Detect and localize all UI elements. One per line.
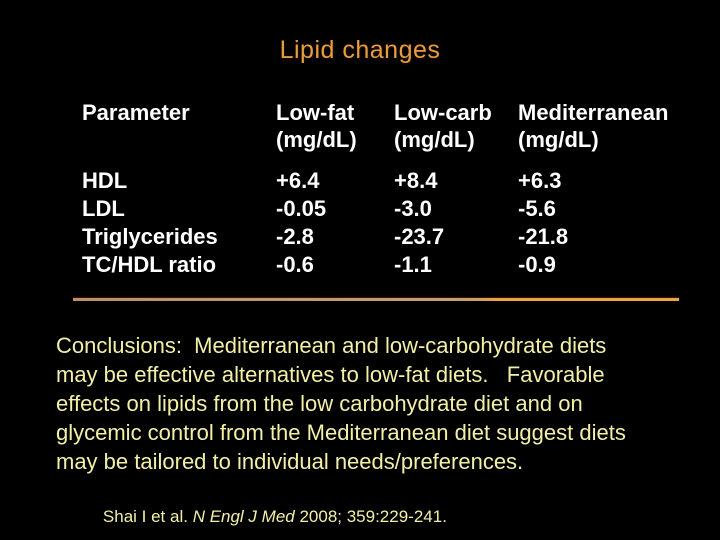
row-label: LDL [82,196,125,221]
table-header-row: Parameter Low-fat (mg/dL) Low-carb (mg/d… [82,99,704,153]
column-header-lowcarb: Low-carb (mg/dL) [394,99,518,153]
column-header-mediterranean: Mediterranean (mg/dL) [518,99,704,153]
row-label: Triglycerides [82,224,218,249]
value-mediterranean: -0.9 [518,252,556,277]
column-header-mediterranean-unit: (mg/dL) [518,127,599,152]
column-header-parameter: Parameter [82,99,276,153]
slide-title: Lipid changes [279,36,441,64]
column-header-lowcarb-unit: (mg/dL) [394,127,475,152]
citation-details: 2008; 359:229-241. [294,507,447,526]
value-lowfat: -0.05 [276,196,327,221]
column-header-mediterranean-name: Mediterranean [518,100,669,125]
citation: Shai I et al. N Engl J Med 2008; 359:229… [84,487,447,540]
row-label: TC/HDL ratio [82,252,217,277]
value-lowcarb: +8.4 [394,168,438,193]
value-lowfat: -2.8 [276,224,314,249]
lipid-table: Parameter Low-fat (mg/dL) Low-carb (mg/d… [82,99,704,279]
value-mediterranean: -5.6 [518,196,556,221]
value-mediterranean: +6.3 [518,168,562,193]
table-row-ldl: LDL -0.05 -3.0 -5.6 [82,195,704,223]
table-row-triglycerides: Triglycerides -2.8 -23.7 -21.8 [82,223,704,251]
value-mediterranean: -21.8 [518,224,569,249]
value-lowcarb: -23.7 [394,224,445,249]
value-lowfat: +6.4 [276,168,320,193]
column-header-lowfat-unit: (mg/dL) [276,127,357,152]
value-lowcarb: -1.1 [394,252,432,277]
column-header-lowcarb-name: Low-carb [394,100,492,125]
table-row-hdl: HDL +6.4 +8.4 +6.3 [82,167,704,195]
column-header-lowfat: Low-fat (mg/dL) [276,99,394,153]
value-lowfat: -0.6 [276,252,314,277]
column-header-lowfat-name: Low-fat [276,100,355,125]
citation-journal: N Engl J Med [192,507,295,526]
row-label: HDL [82,168,128,193]
citation-authors: Shai I et al. [102,507,193,526]
column-header-parameter-label: Parameter [82,100,190,125]
value-lowcarb: -3.0 [394,196,432,221]
table-body: HDL +6.4 +8.4 +6.3 LDL -0.05 -3.0 -5.6 T… [82,167,704,279]
table-row-tc-hdl-ratio: TC/HDL ratio -0.6 -1.1 -0.9 [82,251,704,279]
conclusions-text: Conclusions: Mediterranean and low-carbo… [56,333,632,474]
divider-line [73,297,679,301]
